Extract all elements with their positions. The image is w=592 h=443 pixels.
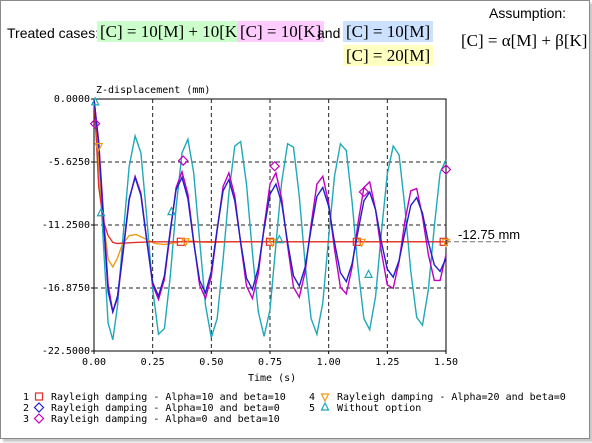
legend-number: 3 [23, 414, 29, 425]
legend-label: Rayleigh damping - Alpha=0 and beta=10 [51, 414, 280, 425]
assumption-formula: [C] = α[M] + β[K] [461, 31, 588, 50]
z-displacement-chart: 0.00 0.25 0.50 0.75 1.00 1.25 1.50 0.0000 -5.62… [23, 85, 566, 425]
x-tick-label: 0.75 [258, 357, 282, 368]
legend-label: Rayleigh damping - Alpha=10 and beta=10 [51, 392, 286, 403]
series-1-marker [265, 237, 275, 246]
y-tick-labels: 0.0000 -5.6250 -11.2500 -16.8750 -22.5000 [42, 94, 90, 357]
x-tick-label: 0.50 [199, 357, 223, 368]
legend-marker-diamond [33, 402, 45, 413]
legend-marker-diamond [33, 413, 45, 424]
series-3-marker [440, 164, 452, 175]
series-line-5 [93, 98, 447, 340]
case-3-formula: [C] = 10[M] [343, 21, 434, 42]
y-tick-label: -22.5000 [42, 346, 90, 357]
and-text: and [317, 25, 341, 41]
legend-label: Rayleigh damping - Alpha=10 and beta=0 [51, 403, 280, 414]
series-4-marker [357, 238, 366, 248]
assumption-label: Assumption: [489, 5, 567, 21]
y-axis-label: Z-displacement (mm) [96, 85, 210, 96]
legend-number: 1 [23, 392, 29, 403]
x-axis-label: Time (s) [248, 373, 296, 384]
legend-label: Rayleigh damping - Alpha=20 and beta=0 [337, 392, 566, 403]
series-line-1 [93, 98, 446, 245]
legend-number: 2 [23, 403, 29, 414]
x-tick-label: 0.00 [82, 357, 106, 368]
y-tick-label: -11.2500 [42, 220, 90, 231]
x-tick-labels: 0.00 0.25 0.50 0.75 1.00 1.25 1.50 [82, 357, 458, 368]
series-3-marker [358, 186, 370, 198]
case-2-formula: [C] = 10[K] [237, 21, 325, 42]
series-3-marker [177, 155, 189, 166]
series-4-marker [181, 238, 190, 248]
legend-marker-triangle-down [320, 393, 330, 403]
x-tick-label: 1.25 [375, 357, 399, 368]
y-tick-label: -16.8750 [42, 283, 90, 294]
series-4-marker [441, 238, 451, 248]
x-tick-label: 1.00 [317, 357, 341, 368]
series-3-marker [89, 118, 101, 129]
marker-layer [89, 96, 452, 278]
case-1-formula: [C] = 10[M] + 10[K] , [97, 21, 255, 42]
series-4-marker [267, 238, 277, 248]
annotation-label: -12.75 mm [458, 227, 520, 242]
legend-label: Without option [337, 403, 421, 414]
x-tick-label: 0.25 [141, 357, 165, 368]
y-tick-label: -5.6250 [48, 157, 90, 168]
case-4-formula: [C] = 20[M] [343, 45, 434, 66]
reference-annotation: -12.75 mm [446, 227, 520, 243]
series-5-marker [274, 234, 284, 244]
legend: 1 Rayleigh damping - Alpha=10 and beta=10… [23, 392, 566, 425]
series-5-marker [90, 96, 100, 106]
series-1-marker [352, 237, 361, 246]
legend-marker-square [34, 392, 44, 401]
series-3-marker [269, 160, 281, 172]
x-tick-label: 1.50 [434, 357, 458, 368]
series-5-marker [96, 207, 106, 217]
series-line-2 [93, 98, 447, 315]
legend-number: 5 [309, 403, 315, 414]
series-5-marker [166, 206, 176, 216]
series-5-marker [364, 268, 374, 278]
treated-cases-label: Treated cases: [7, 25, 100, 41]
legend-marker-triangle-up [320, 401, 330, 411]
legend-number: 4 [309, 392, 315, 403]
series-1-marker [176, 237, 185, 246]
series-4-marker [94, 142, 104, 152]
y-tick-label: 0.0000 [54, 94, 90, 105]
